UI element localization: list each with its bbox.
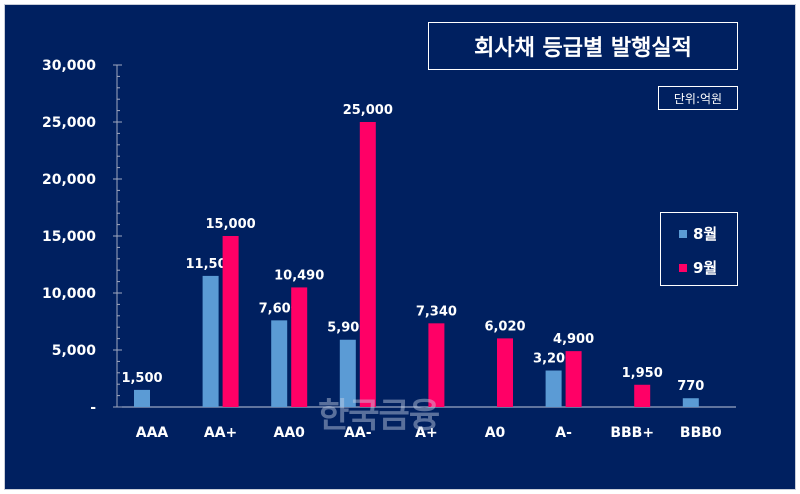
bar-AAA-1 [134,389,150,407]
x-tick-label: AAA [136,425,169,441]
data-label: 7,340 [416,304,457,319]
data-label: 1,950 [622,366,663,381]
watermark-logo: 한국금융 [318,396,440,436]
legend: 8월 9월 [660,212,738,286]
legend-item-sep: 9월 [679,257,717,278]
bar-BBB+-2 [634,384,651,407]
legend-item-aug: 8월 [679,223,717,244]
bar-A--2 [565,351,582,407]
x-tick-label: A0 [485,425,506,441]
data-label: 1,500 [121,371,162,386]
chart-title: 회사채 등급별 발행실적 [428,22,738,70]
bar-A+-2 [428,323,445,407]
x-tick-label: BBB0 [680,425,722,441]
x-tick-label: AA- [344,425,372,441]
data-label: 3,200 [533,352,574,367]
y-tick-label: 15,000 [42,229,96,245]
legend-swatch [679,229,687,238]
x-tick-label: AA0 [273,425,305,441]
bar-AA+-2 [222,236,239,407]
data-label: 6,020 [484,319,525,334]
data-label: 25,000 [343,103,393,118]
y-tick-label: 25,000 [42,115,96,131]
bar-BBB0-1 [682,398,699,407]
bar-A--1 [545,370,562,407]
data-label: 770 [677,379,704,394]
bar-AA+-1 [202,275,219,407]
bar-AA0-2 [291,287,308,407]
legend-label: 9월 [693,259,718,277]
x-tick-label: A- [555,425,572,441]
legend-swatch [679,263,687,272]
y-tick-label: - [90,400,96,416]
x-tick-label: AA+ [204,425,237,441]
unit-label: 단위:억원 [658,86,738,110]
chart-frame [4,4,796,490]
bar-AA--1 [339,339,356,407]
bar-AA0-1 [271,320,288,407]
x-tick-label: BBB+ [610,425,654,441]
y-tick-label: 5,000 [52,343,97,359]
data-label: 4,900 [553,332,594,347]
legend-label: 8월 [693,225,718,243]
data-label: 5,900 [327,321,368,336]
bar-AA--2 [359,122,376,407]
x-tick-label: A+ [415,425,438,441]
y-tick-label: 20,000 [42,172,96,188]
y-tick-label: 10,000 [42,286,96,302]
y-tick-label: 30,000 [42,58,96,74]
bar-A0-2 [497,338,513,407]
data-label: 7,600 [259,301,300,316]
data-label: 10,490 [274,268,324,283]
data-label: 15,000 [206,217,256,232]
